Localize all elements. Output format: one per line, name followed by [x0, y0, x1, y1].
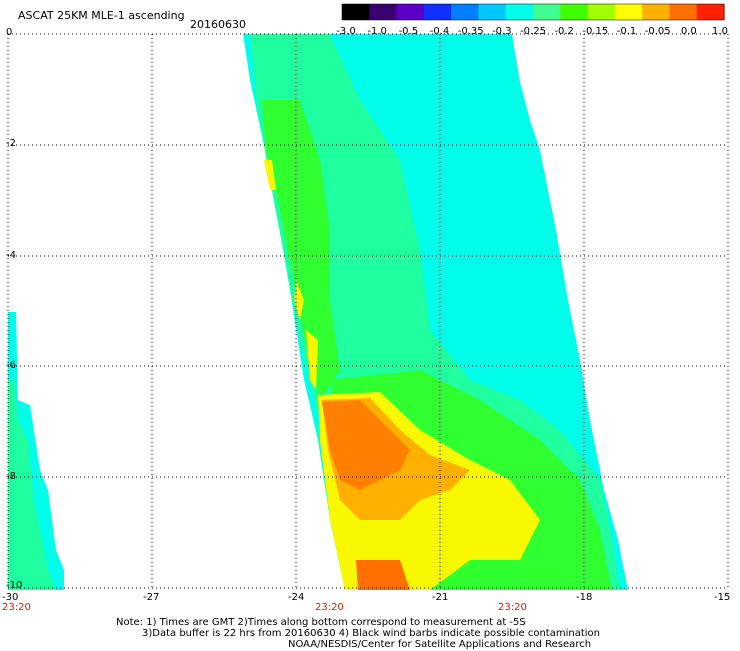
colorbar-segment — [478, 4, 507, 20]
colorbar-label: -0.4 — [429, 26, 450, 37]
colorbar-segment — [533, 4, 561, 20]
colorbar-label: -0.1 — [616, 26, 637, 37]
note-line-2: 3)Data buffer is 22 hrs from 20160630 4)… — [142, 628, 600, 639]
colorbar-label: -0.35 — [457, 26, 484, 37]
y-tick-minus10: -10 — [6, 580, 23, 591]
y-tick-minus4: -4 — [6, 250, 16, 261]
colorbar-label: -0.5 — [398, 26, 419, 37]
colorbar-segment — [614, 4, 643, 20]
colorbar-segment — [642, 4, 671, 20]
colorbar-segment — [396, 4, 425, 20]
note-line-1: Note: 1) Times are GMT 2)Times along bot… — [116, 617, 526, 628]
x-tick-minus30: -30 — [2, 592, 19, 603]
colorbar-segment — [451, 4, 480, 20]
y-tick-minus2: -2 — [6, 138, 16, 149]
y-tick-0: 0 — [6, 27, 13, 38]
colorbar — [341, 3, 725, 21]
wind-swaths — [8, 34, 628, 590]
colorbar-label: -0.2 — [554, 26, 574, 37]
x-tick-minus18: -18 — [576, 592, 593, 603]
colorbar-frame — [341, 3, 725, 21]
note-line-3: NOAA/NESDIS/Center for Satellite Applica… — [288, 639, 592, 650]
colorbar-segment — [560, 4, 589, 20]
x-tick-minus27: -27 — [143, 592, 160, 603]
orange-area — [322, 400, 410, 490]
colorbar-label: -0.25 — [520, 26, 546, 37]
colorbar-label: -0.05 — [644, 26, 671, 37]
y-tick-minus6: -6 — [6, 360, 16, 371]
colorbar-segment — [369, 4, 398, 20]
colorbar-label: -0.3 — [492, 26, 512, 37]
time-label-1: 23:20 — [2, 602, 31, 613]
time-label-2: 23:20 — [315, 602, 344, 613]
x-tick-minus24: -24 — [288, 592, 305, 603]
colorbar-label: 0.0 — [680, 26, 697, 37]
dotted-grid — [7, 33, 729, 589]
colorbar-segment — [587, 4, 616, 20]
green-left-edge — [262, 100, 340, 400]
colorbar-label: -3.0 — [336, 26, 356, 37]
colorbar-segment — [669, 4, 698, 20]
y-tick-minus8: -8 — [6, 471, 16, 482]
left-small-green — [8, 380, 56, 590]
colorbar-segment — [505, 4, 534, 20]
x-tick-minus21: -21 — [432, 592, 449, 603]
colorbar-segment — [423, 4, 452, 20]
yellow-streak-3 — [306, 330, 318, 390]
colorbar-label: 1.0 — [712, 26, 728, 37]
time-label-3: 23:20 — [498, 602, 527, 613]
x-tick-minus15: -15 — [714, 592, 731, 603]
orange-bottom — [356, 560, 410, 590]
product-title: ASCAT 25KM MLE-1 ascending — [18, 9, 185, 22]
yellow-streak-1 — [264, 160, 276, 190]
colorbar-label: -0.15 — [582, 26, 609, 37]
colorbar-segment — [696, 4, 725, 20]
colorbar-label: -1.0 — [367, 26, 387, 37]
date-label: 20160630 — [190, 18, 246, 31]
colorbar-segment — [342, 4, 370, 20]
